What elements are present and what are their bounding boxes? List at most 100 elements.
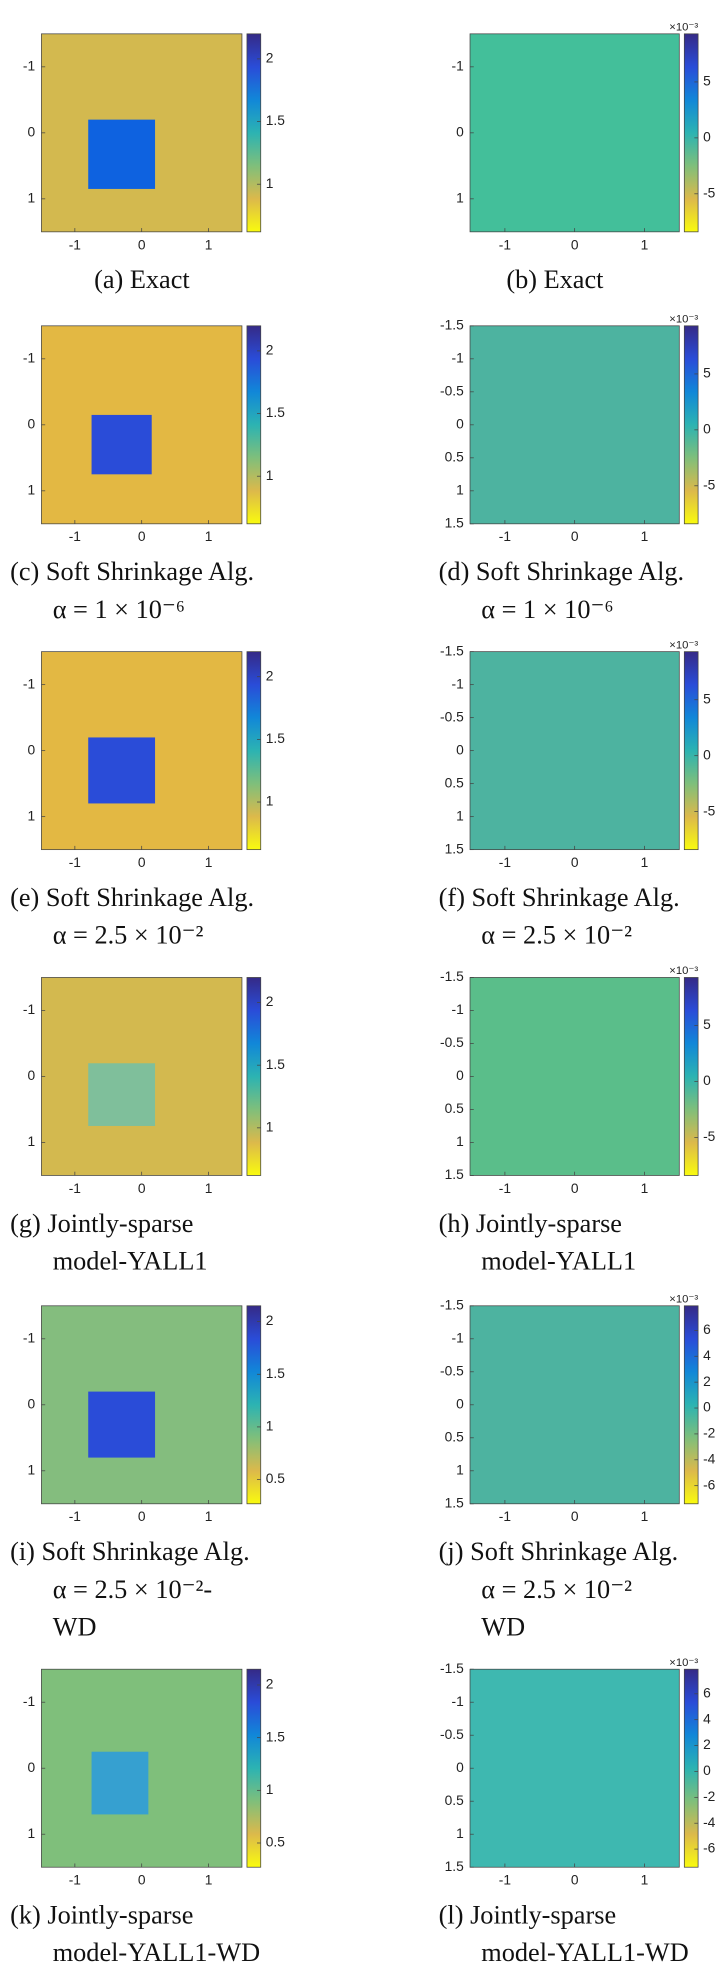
colorbar	[683, 651, 699, 851]
y-tick-label: 1.5	[445, 515, 464, 530]
caption: (h) Jointly-sparse	[439, 1209, 622, 1238]
y-tick-label: 0	[28, 1396, 36, 1411]
y-tick-label: 1	[456, 482, 464, 497]
x-tick-label: -1	[499, 1509, 511, 1524]
y-tick-label: 1.5	[445, 1495, 464, 1510]
colorbar-exponent: ×10⁻³	[669, 314, 698, 326]
y-tick-label: -0.5	[440, 383, 464, 398]
caption: WD	[481, 1612, 525, 1641]
heatmap-background	[470, 1669, 680, 1868]
y-tick-label: 1	[28, 1462, 36, 1477]
colorbar-tick-label: 1	[266, 176, 274, 191]
y-tick-label: -1	[452, 1002, 464, 1017]
y-tick-label: 0.5	[445, 1101, 464, 1116]
colorbar-tick-label: -6	[703, 1841, 716, 1856]
y-tick-label: -1.5	[440, 1661, 464, 1676]
colorbar-tick-label: 1	[266, 1119, 274, 1134]
x-tick-label: 0	[571, 855, 579, 870]
x-tick-label: 1	[205, 529, 213, 544]
colorbar	[683, 33, 699, 233]
colorbar-tick-label: 1	[266, 468, 274, 483]
colorbar-tick-label: -2	[703, 1789, 715, 1804]
y-tick-label: -1.5	[440, 1297, 464, 1312]
colorbar-tick-label: 1.5	[266, 1729, 285, 1744]
colorbar-tick-label: -5	[703, 185, 716, 200]
y-tick-label: -1	[23, 350, 35, 365]
y-tick-label: 1	[456, 1826, 464, 1841]
y-tick-label: 1	[28, 482, 36, 497]
x-tick-label: -1	[69, 237, 81, 252]
heatmap-inset	[91, 1751, 149, 1815]
y-tick-label: 0	[28, 1068, 36, 1083]
colorbar	[246, 1305, 262, 1505]
y-tick-label: 1	[456, 190, 464, 205]
y-tick-label: 0	[456, 1760, 464, 1775]
heatmap-inset	[88, 1391, 156, 1458]
x-tick-label: 0	[138, 1509, 146, 1524]
colorbar-tick-label: 0	[703, 1763, 711, 1778]
caption: α = 2.5 × 10⁻²-	[53, 1575, 212, 1604]
x-tick-label: 0	[138, 1181, 146, 1196]
caption: model-YALL1	[481, 1246, 636, 1275]
y-tick-label: 1	[28, 1134, 36, 1149]
x-tick-label: 0	[138, 529, 146, 544]
x-tick-label: -1	[499, 855, 511, 870]
colorbar	[246, 1668, 262, 1868]
x-tick-label: -1	[499, 1873, 511, 1888]
x-tick-label: -1	[69, 1873, 81, 1888]
heatmap-inset	[91, 414, 152, 475]
colorbar	[683, 325, 699, 525]
x-tick-label: 1	[205, 1873, 213, 1888]
colorbar-tick-label: -5	[703, 1129, 716, 1144]
colorbar-tick-label: 1	[266, 794, 274, 809]
y-tick-label: 0	[456, 1068, 464, 1083]
y-tick-label: -1	[23, 58, 35, 73]
caption: (c) Soft Shrinkage Alg.	[10, 557, 254, 586]
x-tick-label: -1	[499, 1181, 511, 1196]
y-tick-label: 0.5	[445, 1429, 464, 1444]
x-tick-label: 1	[641, 1873, 649, 1888]
x-tick-label: -1	[69, 1509, 81, 1524]
x-tick-label: 0	[571, 1509, 579, 1524]
colorbar-tick-label: -4	[703, 1451, 716, 1466]
x-tick-label: 1	[641, 855, 649, 870]
y-tick-label: -0.5	[440, 1035, 464, 1050]
y-tick-label: -1.5	[440, 969, 464, 984]
colorbar	[246, 651, 262, 851]
heatmap-background	[470, 1305, 680, 1504]
y-tick-label: 1.5	[445, 1859, 464, 1874]
colorbar-tick-label: -5	[703, 803, 716, 818]
colorbar-tick-label: 6	[703, 1322, 711, 1337]
y-tick-label: 0	[456, 416, 464, 431]
y-tick-label: 1	[28, 190, 36, 205]
colorbar-tick-label: 1	[266, 1782, 274, 1797]
colorbar-tick-label: 2	[266, 51, 274, 66]
caption: (f) Soft Shrinkage Alg.	[439, 883, 680, 912]
y-tick-label: -1	[23, 1002, 35, 1017]
x-tick-label: 1	[205, 1509, 213, 1524]
y-tick-label: 0	[28, 742, 36, 757]
y-tick-label: -1	[452, 1694, 464, 1709]
y-tick-label: 0	[28, 416, 36, 431]
colorbar-tick-label: -4	[703, 1815, 716, 1830]
colorbar-tick-label: -5	[703, 477, 716, 492]
colorbar-tick-label: 0	[703, 130, 711, 145]
x-tick-label: 1	[641, 1181, 649, 1196]
colorbar-tick-label: 0	[703, 1073, 711, 1088]
x-tick-label: 0	[571, 237, 579, 252]
colorbar	[683, 1305, 699, 1505]
y-tick-label: 0.5	[445, 1793, 464, 1808]
colorbar-tick-label: 0	[703, 421, 711, 436]
caption: α = 1 × 10⁻⁶	[53, 595, 185, 624]
colorbar-tick-label: 0	[703, 1400, 711, 1415]
colorbar-tick-label: 4	[703, 1348, 711, 1363]
colorbar	[246, 977, 262, 1176]
colorbar-tick-label: -6	[703, 1477, 716, 1492]
heatmap-background	[470, 33, 680, 232]
y-tick-label: 1	[456, 1134, 464, 1149]
colorbar	[246, 325, 262, 525]
y-tick-label: -1	[452, 1330, 464, 1345]
colorbar-tick-label: 1	[266, 1419, 274, 1434]
colorbar-tick-label: 2	[703, 1737, 711, 1752]
